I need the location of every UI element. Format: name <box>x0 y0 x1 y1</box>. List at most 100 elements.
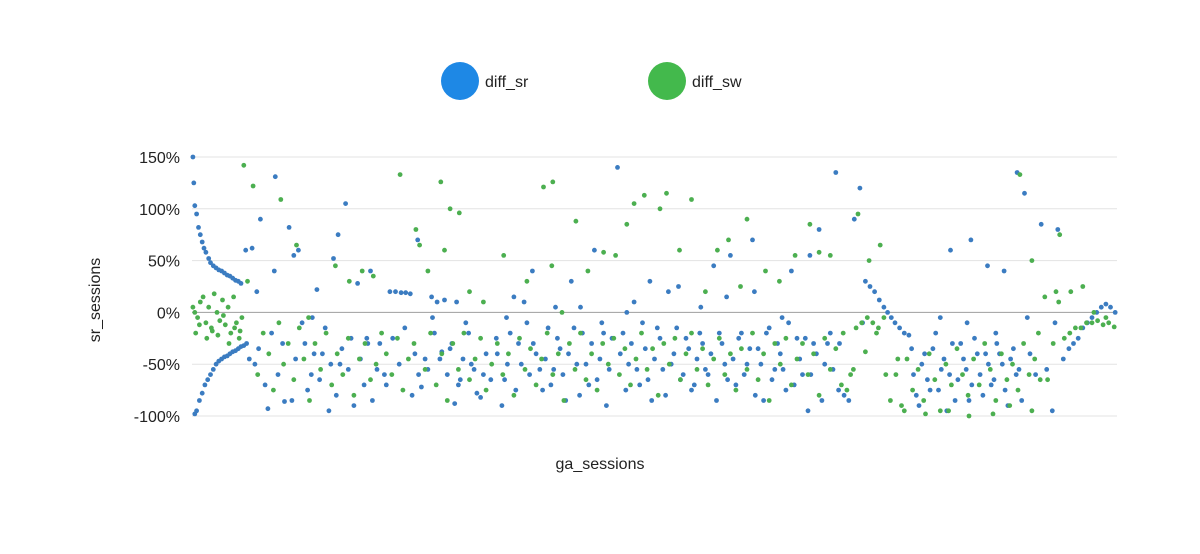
data-point-diff-sr[interactable] <box>938 367 944 372</box>
data-point-diff-sw[interactable] <box>340 372 346 377</box>
data-point-diff-sr[interactable] <box>752 392 758 398</box>
data-point-diff-sr[interactable] <box>396 361 402 367</box>
data-point-diff-sr[interactable] <box>666 289 671 295</box>
data-point-diff-sw[interactable] <box>528 346 533 352</box>
data-point-diff-sw[interactable] <box>611 335 617 341</box>
data-point-diff-sw[interactable] <box>494 341 500 346</box>
data-point-diff-sw[interactable] <box>877 242 883 248</box>
data-point-diff-sr[interactable] <box>254 289 260 295</box>
data-point-diff-sw[interactable] <box>1091 310 1097 315</box>
data-point-diff-sw[interactable] <box>550 372 556 377</box>
data-point-diff-sw[interactable] <box>362 341 368 346</box>
data-point-diff-sr[interactable] <box>752 289 757 295</box>
data-point-diff-sw[interactable] <box>816 392 822 398</box>
data-point-diff-sr[interactable] <box>1013 372 1019 377</box>
data-point-diff-sw[interactable] <box>389 372 395 377</box>
data-point-diff-sr[interactable] <box>488 377 494 383</box>
data-point-diff-sr[interactable] <box>592 247 597 253</box>
data-point-diff-sr[interactable] <box>429 294 434 300</box>
data-point-diff-sw[interactable] <box>1004 377 1010 383</box>
data-point-diff-sr[interactable] <box>708 351 714 357</box>
data-point-diff-sw[interactable] <box>1053 289 1059 295</box>
data-point-diff-sr[interactable] <box>481 372 486 377</box>
data-point-diff-sr[interactable] <box>703 367 708 372</box>
data-point-diff-sr[interactable] <box>499 403 505 408</box>
data-point-diff-sw[interactable] <box>285 341 291 346</box>
data-point-diff-sw[interactable] <box>1100 322 1106 328</box>
data-point-diff-sw[interactable] <box>351 392 357 398</box>
data-point-diff-sw[interactable] <box>425 268 431 274</box>
data-point-diff-sr[interactable] <box>199 390 205 396</box>
data-point-diff-sr[interactable] <box>851 216 857 222</box>
data-point-diff-sr[interactable] <box>604 403 609 408</box>
data-point-diff-sw[interactable] <box>447 206 453 212</box>
data-point-diff-sw[interactable] <box>501 253 507 258</box>
data-point-diff-sr[interactable] <box>213 361 219 367</box>
data-point-diff-sw[interactable] <box>422 367 428 372</box>
data-point-diff-sw[interactable] <box>1017 172 1023 178</box>
data-point-diff-sw[interactable] <box>833 346 839 352</box>
data-point-diff-sw[interactable] <box>971 356 976 362</box>
data-point-diff-sr[interactable] <box>291 253 297 258</box>
data-point-diff-sr[interactable] <box>811 341 816 346</box>
data-point-diff-sw[interactable] <box>870 320 876 326</box>
data-point-diff-sr[interactable] <box>269 330 274 336</box>
data-point-diff-sr[interactable] <box>758 361 764 367</box>
data-point-diff-sr[interactable] <box>983 351 988 357</box>
data-point-diff-sw[interactable] <box>855 211 861 217</box>
data-point-diff-sw[interactable] <box>456 367 461 372</box>
data-point-diff-sr[interactable] <box>201 245 207 251</box>
data-point-diff-sw[interactable] <box>1036 330 1041 336</box>
data-point-diff-sr[interactable] <box>952 398 958 403</box>
data-point-diff-sw[interactable] <box>655 392 661 398</box>
data-point-diff-sw[interactable] <box>904 356 910 362</box>
data-point-diff-sr[interactable] <box>722 361 728 367</box>
data-point-diff-sr[interactable] <box>282 399 287 404</box>
data-point-diff-sw[interactable] <box>594 387 600 393</box>
data-point-diff-sr[interactable] <box>789 268 794 274</box>
data-point-diff-sr[interactable] <box>1011 346 1016 352</box>
data-point-diff-sw[interactable] <box>677 247 682 253</box>
legend-item-diff-sr[interactable]: diff_sr <box>441 62 529 100</box>
data-point-diff-sr[interactable] <box>280 341 285 346</box>
data-point-diff-sr[interactable] <box>649 398 655 403</box>
data-point-diff-sw[interactable] <box>744 216 750 222</box>
data-point-diff-sr[interactable] <box>571 325 577 331</box>
data-point-diff-sw[interactable] <box>733 387 739 393</box>
data-point-diff-sw[interactable] <box>613 253 618 258</box>
data-point-diff-sw[interactable] <box>851 367 856 372</box>
data-point-diff-sr[interactable] <box>637 382 643 388</box>
data-point-diff-sr[interactable] <box>941 356 947 362</box>
data-point-diff-sr[interactable] <box>822 361 828 367</box>
data-point-diff-sw[interactable] <box>271 387 276 393</box>
data-point-diff-sr[interactable] <box>736 335 742 341</box>
data-point-diff-sw[interactable] <box>1078 325 1084 331</box>
data-point-diff-sr[interactable] <box>551 367 557 372</box>
data-point-diff-sw[interactable] <box>617 372 622 377</box>
data-point-diff-sw[interactable] <box>990 411 996 417</box>
data-point-diff-sw[interactable] <box>678 377 683 383</box>
data-point-diff-sr[interactable] <box>444 372 450 377</box>
data-point-diff-sr[interactable] <box>985 263 990 269</box>
data-point-diff-sw[interactable] <box>583 377 589 383</box>
data-point-diff-sw[interactable] <box>373 361 379 367</box>
data-point-diff-sw[interactable] <box>744 367 750 372</box>
data-point-diff-sr[interactable] <box>777 351 783 357</box>
data-point-diff-sw[interactable] <box>544 330 550 336</box>
data-point-diff-sw[interactable] <box>1089 320 1095 326</box>
data-point-diff-sw[interactable] <box>876 325 881 331</box>
data-point-diff-sw[interactable] <box>232 325 238 331</box>
data-point-diff-sr[interactable] <box>507 330 513 336</box>
data-point-diff-sw[interactable] <box>631 201 637 207</box>
data-point-diff-sr[interactable] <box>192 203 198 209</box>
data-point-diff-sr[interactable] <box>246 356 252 362</box>
data-point-diff-sr[interactable] <box>1038 221 1044 227</box>
data-point-diff-sr[interactable] <box>305 387 310 393</box>
legend-item-diff-sw[interactable]: diff_sw <box>648 62 742 100</box>
data-point-diff-sr[interactable] <box>442 297 447 303</box>
data-point-diff-sw[interactable] <box>450 341 456 346</box>
data-point-diff-sr[interactable] <box>317 377 322 383</box>
data-point-diff-sr[interactable] <box>930 346 936 352</box>
data-point-diff-sr[interactable] <box>966 398 972 403</box>
data-point-diff-sr[interactable] <box>897 325 902 331</box>
